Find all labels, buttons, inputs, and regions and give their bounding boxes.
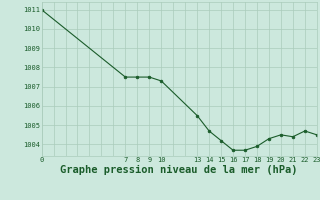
X-axis label: Graphe pression niveau de la mer (hPa): Graphe pression niveau de la mer (hPa) — [60, 165, 298, 175]
